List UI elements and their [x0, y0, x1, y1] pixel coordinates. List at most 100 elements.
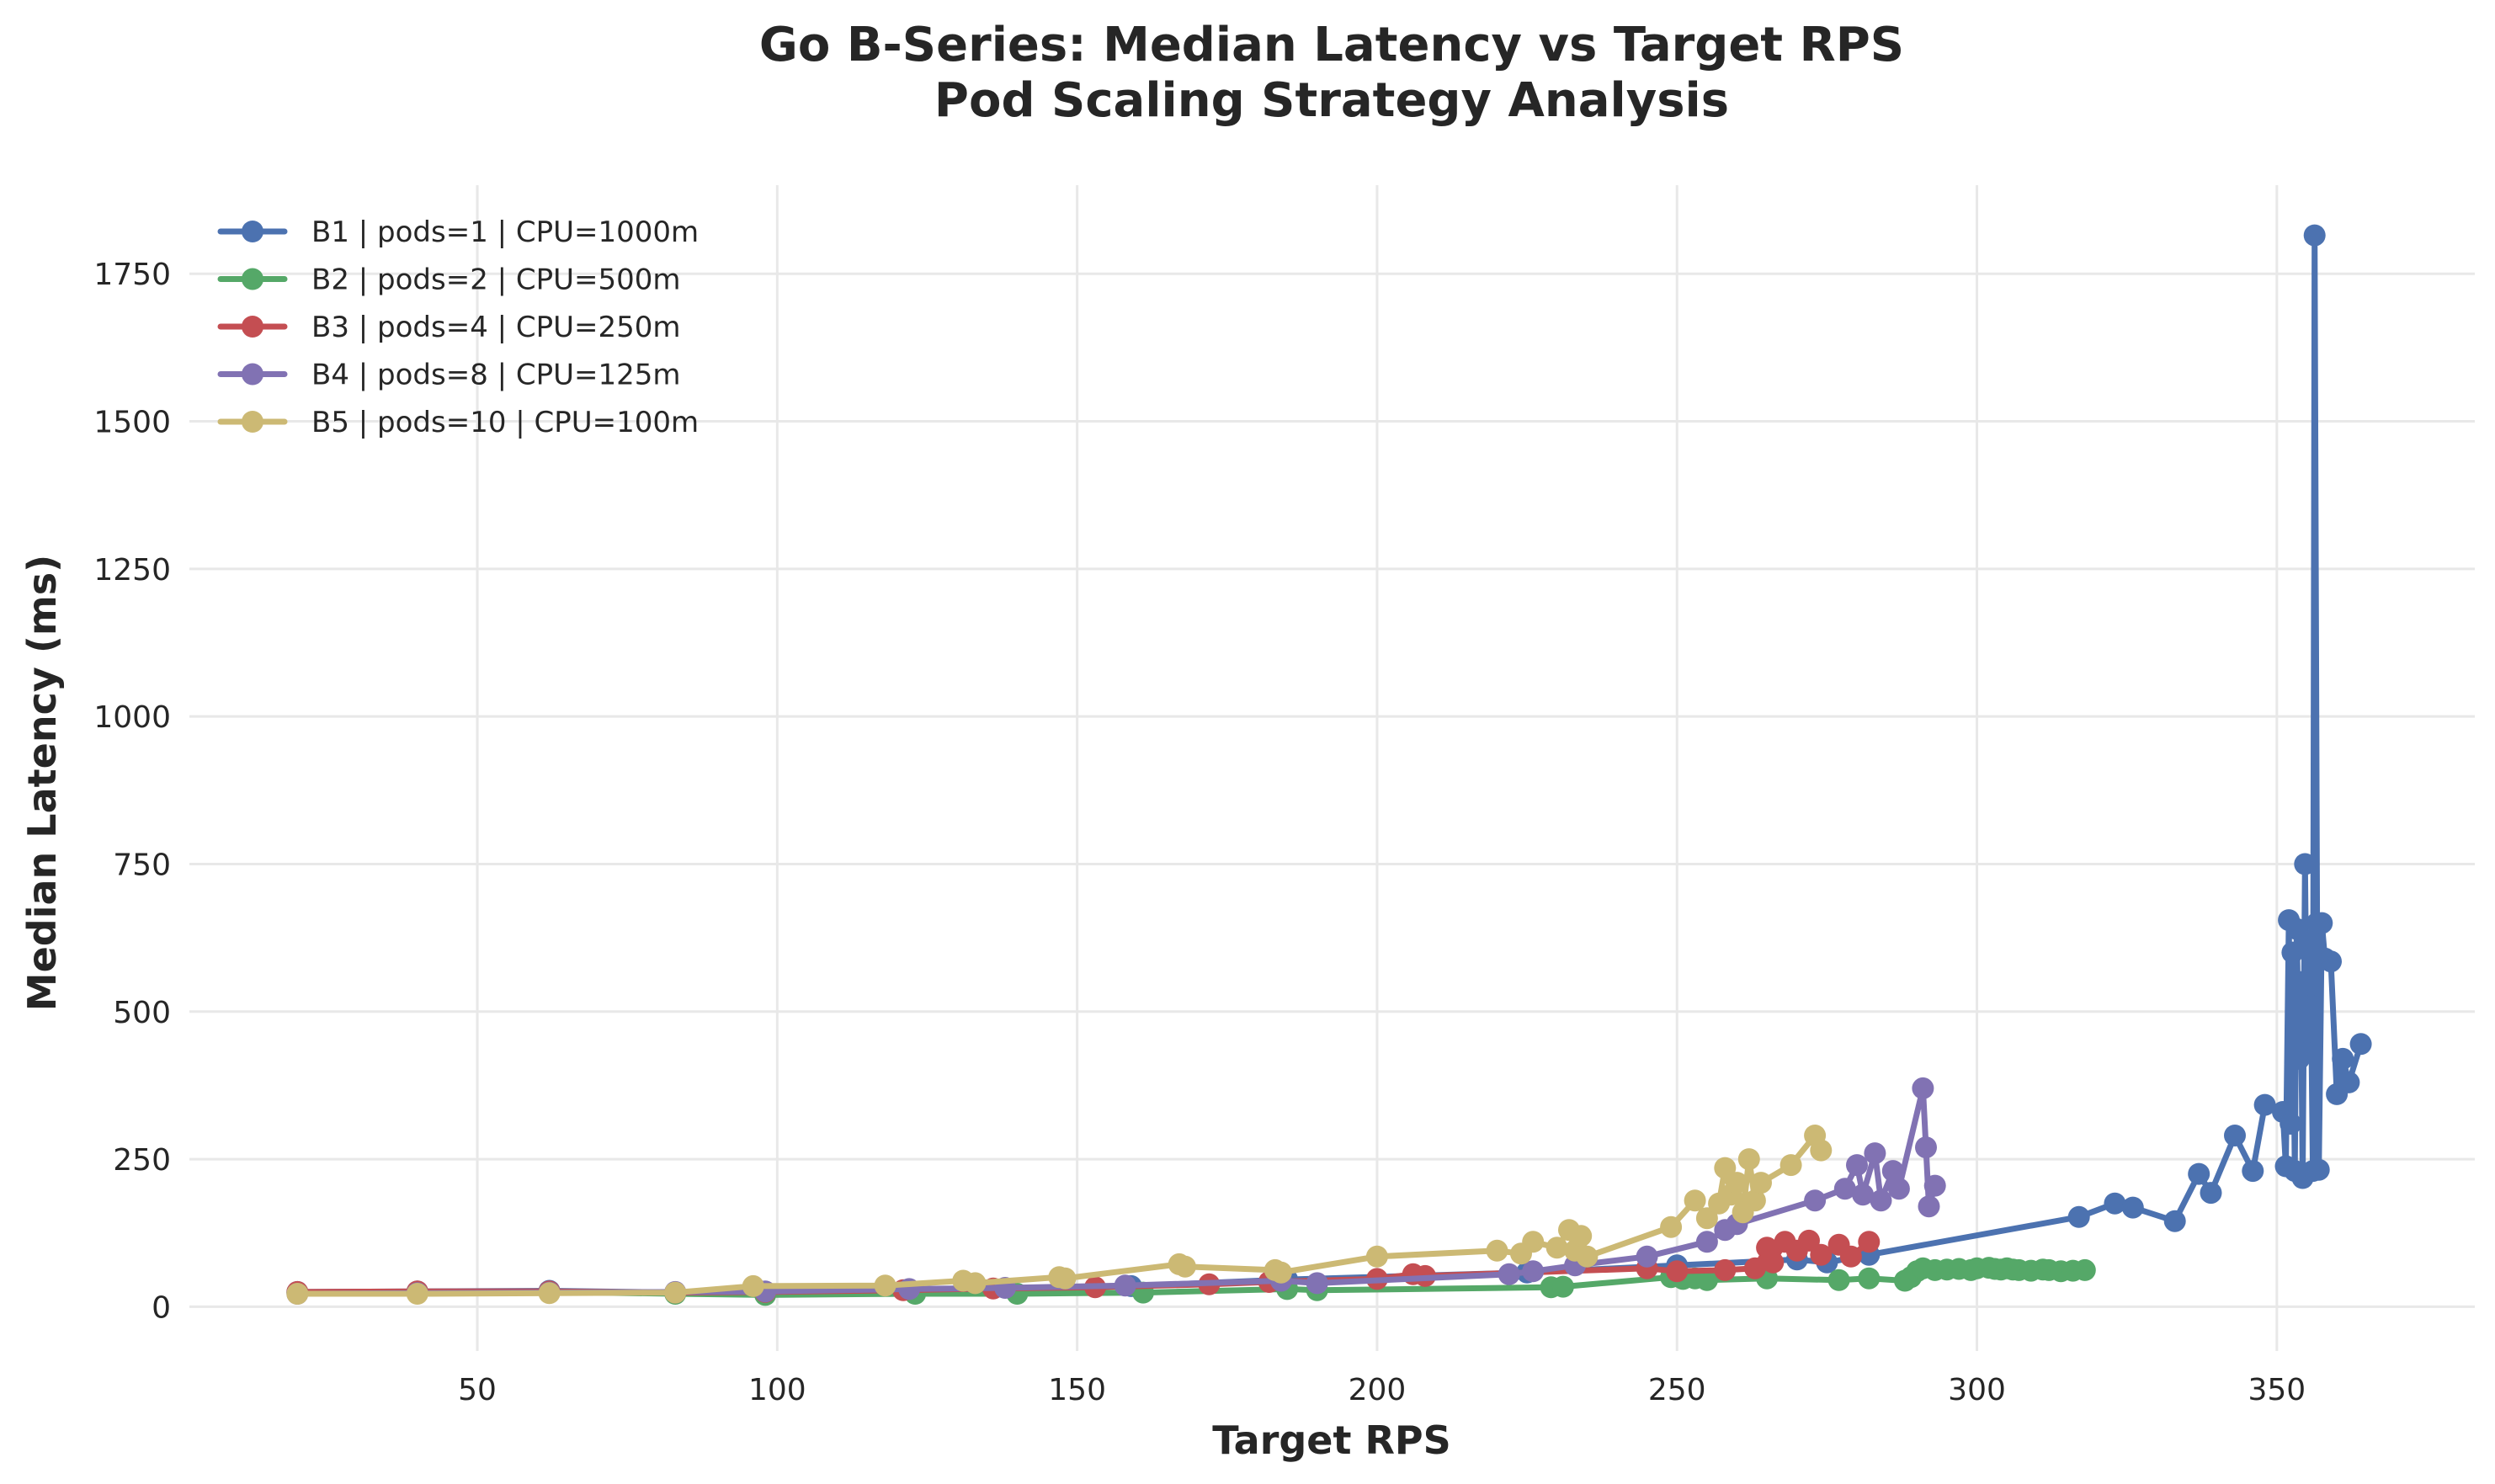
data-point	[2332, 1047, 2354, 1070]
data-point	[2121, 1196, 2144, 1219]
data-point	[2188, 1162, 2210, 1185]
data-point	[1833, 1178, 1856, 1200]
data-point	[1810, 1139, 1833, 1162]
data-point	[1306, 1272, 1328, 1295]
y-tick-label: 1000	[93, 700, 171, 735]
data-point	[2349, 1033, 2372, 1056]
y-tick-label: 0	[152, 1290, 171, 1325]
data-point	[664, 1281, 687, 1304]
legend-item: B2 | pods=2 | CPU=500m	[217, 263, 681, 297]
data-point	[2300, 994, 2322, 1017]
data-point	[1839, 1245, 1862, 1268]
data-point	[1762, 1251, 1785, 1274]
data-point	[1570, 1225, 1593, 1247]
x-axis-label: Target RPS	[1212, 1418, 1451, 1463]
x-tick-label: 100	[748, 1373, 806, 1407]
data-point	[2294, 853, 2317, 875]
data-point	[2073, 1258, 2096, 1281]
series-group	[286, 224, 2372, 1306]
data-point	[874, 1274, 896, 1297]
data-point	[2242, 1160, 2264, 1183]
data-point	[1858, 1267, 1881, 1290]
data-point	[1054, 1267, 1077, 1290]
data-point	[1737, 1148, 1760, 1171]
y-tick-label: 750	[113, 848, 171, 882]
legend-item: B3 | pods=4 | CPU=250m	[217, 311, 681, 344]
data-point	[2311, 912, 2333, 934]
legend: B1 | pods=1 | CPU=1000m B2 | pods=2 | CPU…	[217, 215, 699, 439]
y-tick-label: 250	[113, 1143, 171, 1178]
legend-label: B4 | pods=8 | CPU=125m	[311, 359, 681, 392]
x-tick-label: 250	[1648, 1373, 1706, 1407]
data-point	[2290, 971, 2312, 993]
data-point	[2296, 1041, 2318, 1064]
data-point	[1846, 1154, 1868, 1177]
data-point	[1852, 1183, 1875, 1206]
data-point	[1915, 1136, 1937, 1159]
data-point	[1870, 1189, 1892, 1212]
data-point	[1486, 1239, 1508, 1262]
series-4	[286, 1077, 1946, 1305]
data-point	[1695, 1269, 1718, 1291]
data-point	[1114, 1274, 1136, 1297]
x-tick-label: 300	[1948, 1373, 2006, 1407]
x-tick-label: 50	[458, 1373, 497, 1407]
data-point	[2307, 1158, 2330, 1181]
series-5	[286, 1125, 1833, 1305]
y-tick-label: 1500	[93, 406, 171, 440]
data-point	[1173, 1255, 1196, 1278]
data-point	[964, 1272, 987, 1295]
data-point	[2320, 950, 2342, 973]
data-point	[1365, 1245, 1388, 1268]
data-point	[1804, 1189, 1827, 1212]
legend-item: B4 | pods=8 | CPU=125m	[217, 359, 681, 392]
data-point	[2297, 929, 2320, 952]
data-point	[1864, 1142, 1886, 1165]
data-point	[1576, 1245, 1599, 1268]
data-point	[1923, 1174, 1946, 1197]
data-point	[1750, 1172, 1772, 1194]
data-point	[2067, 1205, 2090, 1228]
data-point	[1881, 1160, 1904, 1183]
legend-label: B1 | pods=1 | CPU=1000m	[311, 215, 699, 249]
data-point	[286, 1283, 309, 1305]
data-point	[2338, 1071, 2360, 1093]
legend-label: B3 | pods=4 | CPU=250m	[311, 311, 681, 344]
data-point	[1522, 1231, 1545, 1253]
x-tick-label: 200	[1349, 1373, 1407, 1407]
data-point	[1551, 1275, 1574, 1298]
y-tick-label: 1750	[93, 258, 171, 292]
y-tick-label: 1250	[93, 553, 171, 588]
data-point	[1714, 1157, 1737, 1179]
data-point	[2253, 1093, 2276, 1116]
legend-item: B1 | pods=1 | CPU=1000m	[217, 215, 699, 249]
legend-label: B5 | pods=10 | CPU=100m	[311, 406, 699, 439]
data-point	[1636, 1245, 1658, 1268]
legend-swatch-marker	[242, 363, 263, 386]
data-point	[2280, 1113, 2302, 1135]
data-point	[1498, 1263, 1520, 1285]
data-point	[1779, 1154, 1802, 1177]
data-point	[1726, 1172, 1748, 1194]
data-point	[1545, 1237, 1568, 1259]
chart-title: Go B-Series: Median Latency vs Target RP…	[759, 18, 1904, 72]
data-point	[406, 1283, 428, 1305]
legend-swatch-marker	[242, 268, 263, 290]
legend-label: B2 | pods=2 | CPU=500m	[311, 263, 681, 297]
data-point	[1743, 1189, 1766, 1212]
legend-swatch-marker	[242, 221, 263, 242]
data-point	[1666, 1260, 1689, 1283]
grid	[189, 185, 2475, 1351]
data-point	[1827, 1269, 1850, 1291]
data-point	[1714, 1258, 1737, 1281]
data-point	[1918, 1195, 1940, 1218]
data-point	[1695, 1231, 1718, 1253]
tick-labels: 50 100 150 200 250 300 350 0 250 500 750 1000 1250 15…	[93, 258, 2306, 1407]
data-point	[742, 1274, 764, 1297]
data-point	[2281, 941, 2304, 964]
data-point	[1660, 1215, 1683, 1238]
data-point	[1269, 1261, 1292, 1284]
data-point	[1887, 1178, 1910, 1200]
data-point	[2163, 1210, 2186, 1232]
